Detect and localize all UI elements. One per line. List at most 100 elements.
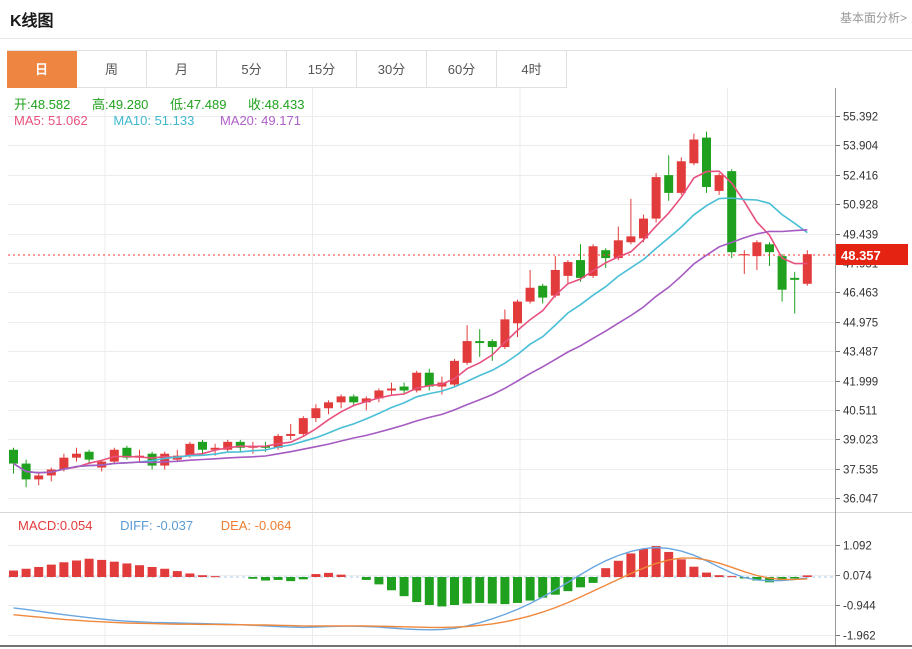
macd-bar-up [122,563,132,577]
macd-bar-down [437,577,447,607]
macd-bar-up [802,575,812,577]
price-tick-label: 53.904 [843,141,879,153]
ma10-value: 51.133 [154,113,195,128]
period-tab-5[interactable]: 15分 [287,51,357,88]
macd-bar-down [538,577,548,598]
macd-bar-down [462,577,472,604]
period-tab-3[interactable]: 月 [147,51,217,88]
macd-bar-up [664,551,674,577]
macd-bar-down [374,577,384,585]
page-title: K线图 [10,13,54,30]
macd-bar-up [46,564,56,577]
candle-up [160,453,170,466]
macd-readout: MACD:0.054 DIFF: -0.037 DEA: -0.064 [18,518,316,533]
period-tab-2[interactable]: 周 [77,51,147,88]
macd-bar-down [500,577,510,605]
candle-up [689,139,699,164]
candle-up [361,398,371,403]
period-tab-1[interactable]: 日 [7,51,77,88]
candle-down [777,256,787,290]
low-label: 低: [170,97,187,112]
macd-bar-down [513,577,522,603]
price-tick-label: 52.416 [843,171,878,183]
candle-up [450,360,459,385]
macd-bar-up [601,568,611,577]
header-divider [0,38,912,39]
candle-up [676,161,686,193]
macd-bar-down [424,577,434,605]
open-label: 开: [14,97,31,112]
candle-down [664,175,674,193]
macd-bar-up [160,568,170,577]
candle-down [198,441,207,450]
candle-down [122,447,132,458]
macd-bar-up [147,566,157,577]
period-tab-7[interactable]: 60分 [427,51,497,88]
macd-bar-down [412,577,422,603]
candle-up [286,433,296,436]
macd-bar-up [613,560,623,577]
low-value: 47.489 [186,97,227,112]
macd-bar-down [261,577,270,581]
dea-line [13,557,808,629]
candle-up [639,218,648,239]
candle-down [538,285,548,298]
period-tab-8[interactable]: 4时 [497,51,567,88]
period-tab-4[interactable]: 5分 [217,51,287,88]
candle-down [765,244,774,253]
macd-bar-up [135,565,144,577]
macd-bar-down [576,577,585,588]
ma5-value: 51.062 [47,113,88,128]
macd-tick-label: 1.092 [843,541,872,553]
candle-up [223,441,233,450]
ma10-line [13,197,808,474]
macd-bar-up [185,573,195,577]
macd-bar-down [248,577,258,579]
macd-bar-up [702,572,711,577]
macd-bar-up [109,561,119,577]
macd-bar-down [399,577,409,597]
period-tab-6[interactable]: 30分 [357,51,427,88]
macd-bar-down [298,577,308,580]
candle-up [374,390,384,399]
candle-up [714,175,724,191]
candle-up [298,418,308,434]
candle-up [273,435,283,448]
candle-down [702,137,711,187]
price-tick-label: 43.487 [843,347,878,359]
macd-bar-down [765,577,774,583]
high-value: 49.280 [108,97,149,112]
macd-value: 0.054 [59,518,93,533]
macd-bar-up [336,574,346,577]
ma20-value: 49.171 [261,113,301,128]
candle-up [412,372,422,391]
macd-label: MACD: [18,518,60,533]
price-tick-label: 36.047 [843,494,878,506]
candle-up [550,269,560,296]
candle-up [626,236,636,243]
close-value: 48.433 [264,97,305,112]
candle-down [399,386,409,391]
diff-value: -0.037 [156,518,194,533]
candle-up [34,475,44,480]
macd-bar-up [9,570,18,577]
price-tick-label: 46.463 [843,288,878,300]
high-label: 高: [92,97,109,112]
macd-bar-down [563,577,573,592]
fundamental-analysis-link[interactable]: 基本面分析> [839,11,907,25]
macd-bar-down [550,577,560,595]
macd-bar-down [475,577,485,603]
price-tick-label: 41.999 [843,377,878,389]
macd-bar-down [588,577,598,583]
candle-up [613,240,623,259]
ma20-line [13,229,808,474]
macd-bar-up [59,562,69,577]
candle-up [185,443,195,456]
macd-tick-label: -0.944 [843,601,876,613]
price-tick-label: 39.023 [843,435,878,447]
ma10-label: MA10: [113,113,151,128]
macd-bar-down [286,577,296,582]
price-tick-label: 55.392 [843,112,878,124]
